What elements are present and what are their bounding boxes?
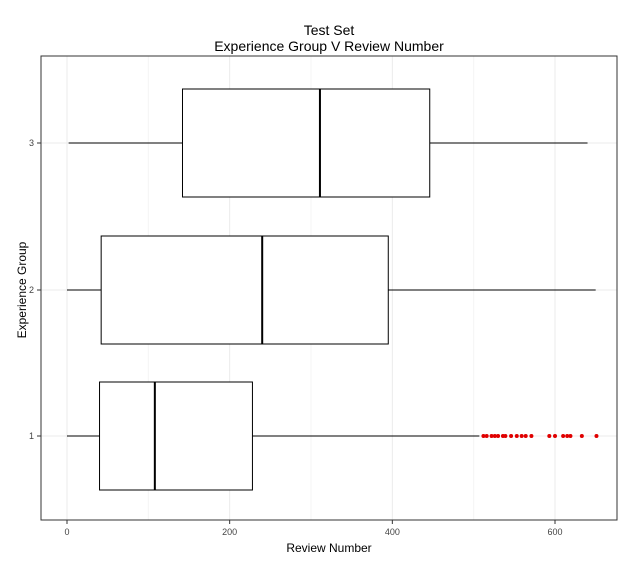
outlier-point xyxy=(565,434,570,438)
outlier-point xyxy=(547,434,552,438)
outlier-point xyxy=(553,434,557,438)
box-iqr xyxy=(181,88,431,198)
y-tick-label: 3 xyxy=(29,138,34,148)
outlier-point xyxy=(568,434,573,438)
chart-title: Test Set xyxy=(303,22,355,38)
outlier-point xyxy=(594,434,599,438)
outlier-point xyxy=(529,434,534,438)
outlier-point xyxy=(492,434,497,438)
outlier-point xyxy=(496,434,501,438)
outlier-point xyxy=(523,434,528,438)
outlier-point xyxy=(489,434,494,438)
y-tick-label: 2 xyxy=(29,285,34,295)
y-tick-label: 1 xyxy=(29,431,34,441)
box-iqr xyxy=(99,381,253,491)
outlier-point xyxy=(503,434,508,438)
outlier-point xyxy=(519,434,524,438)
outlier-point xyxy=(484,434,489,438)
x-tick-label: 0 xyxy=(64,527,69,537)
x-axis-label: Review Number xyxy=(286,541,372,555)
outlier-point xyxy=(561,434,566,438)
y-axis-label: Experience Group xyxy=(15,241,29,339)
chart-subtitle: Experience Group V Review Number xyxy=(214,38,444,54)
outlier-point xyxy=(579,434,584,438)
outlier-point xyxy=(509,434,514,438)
x-tick-label: 600 xyxy=(547,527,562,537)
x-tick-label: 400 xyxy=(385,527,400,537)
outlier-point xyxy=(481,434,486,438)
outlier-point xyxy=(514,434,519,438)
x-tick-label: 200 xyxy=(222,527,237,537)
box-iqr xyxy=(100,235,389,345)
panel-border xyxy=(40,55,618,521)
